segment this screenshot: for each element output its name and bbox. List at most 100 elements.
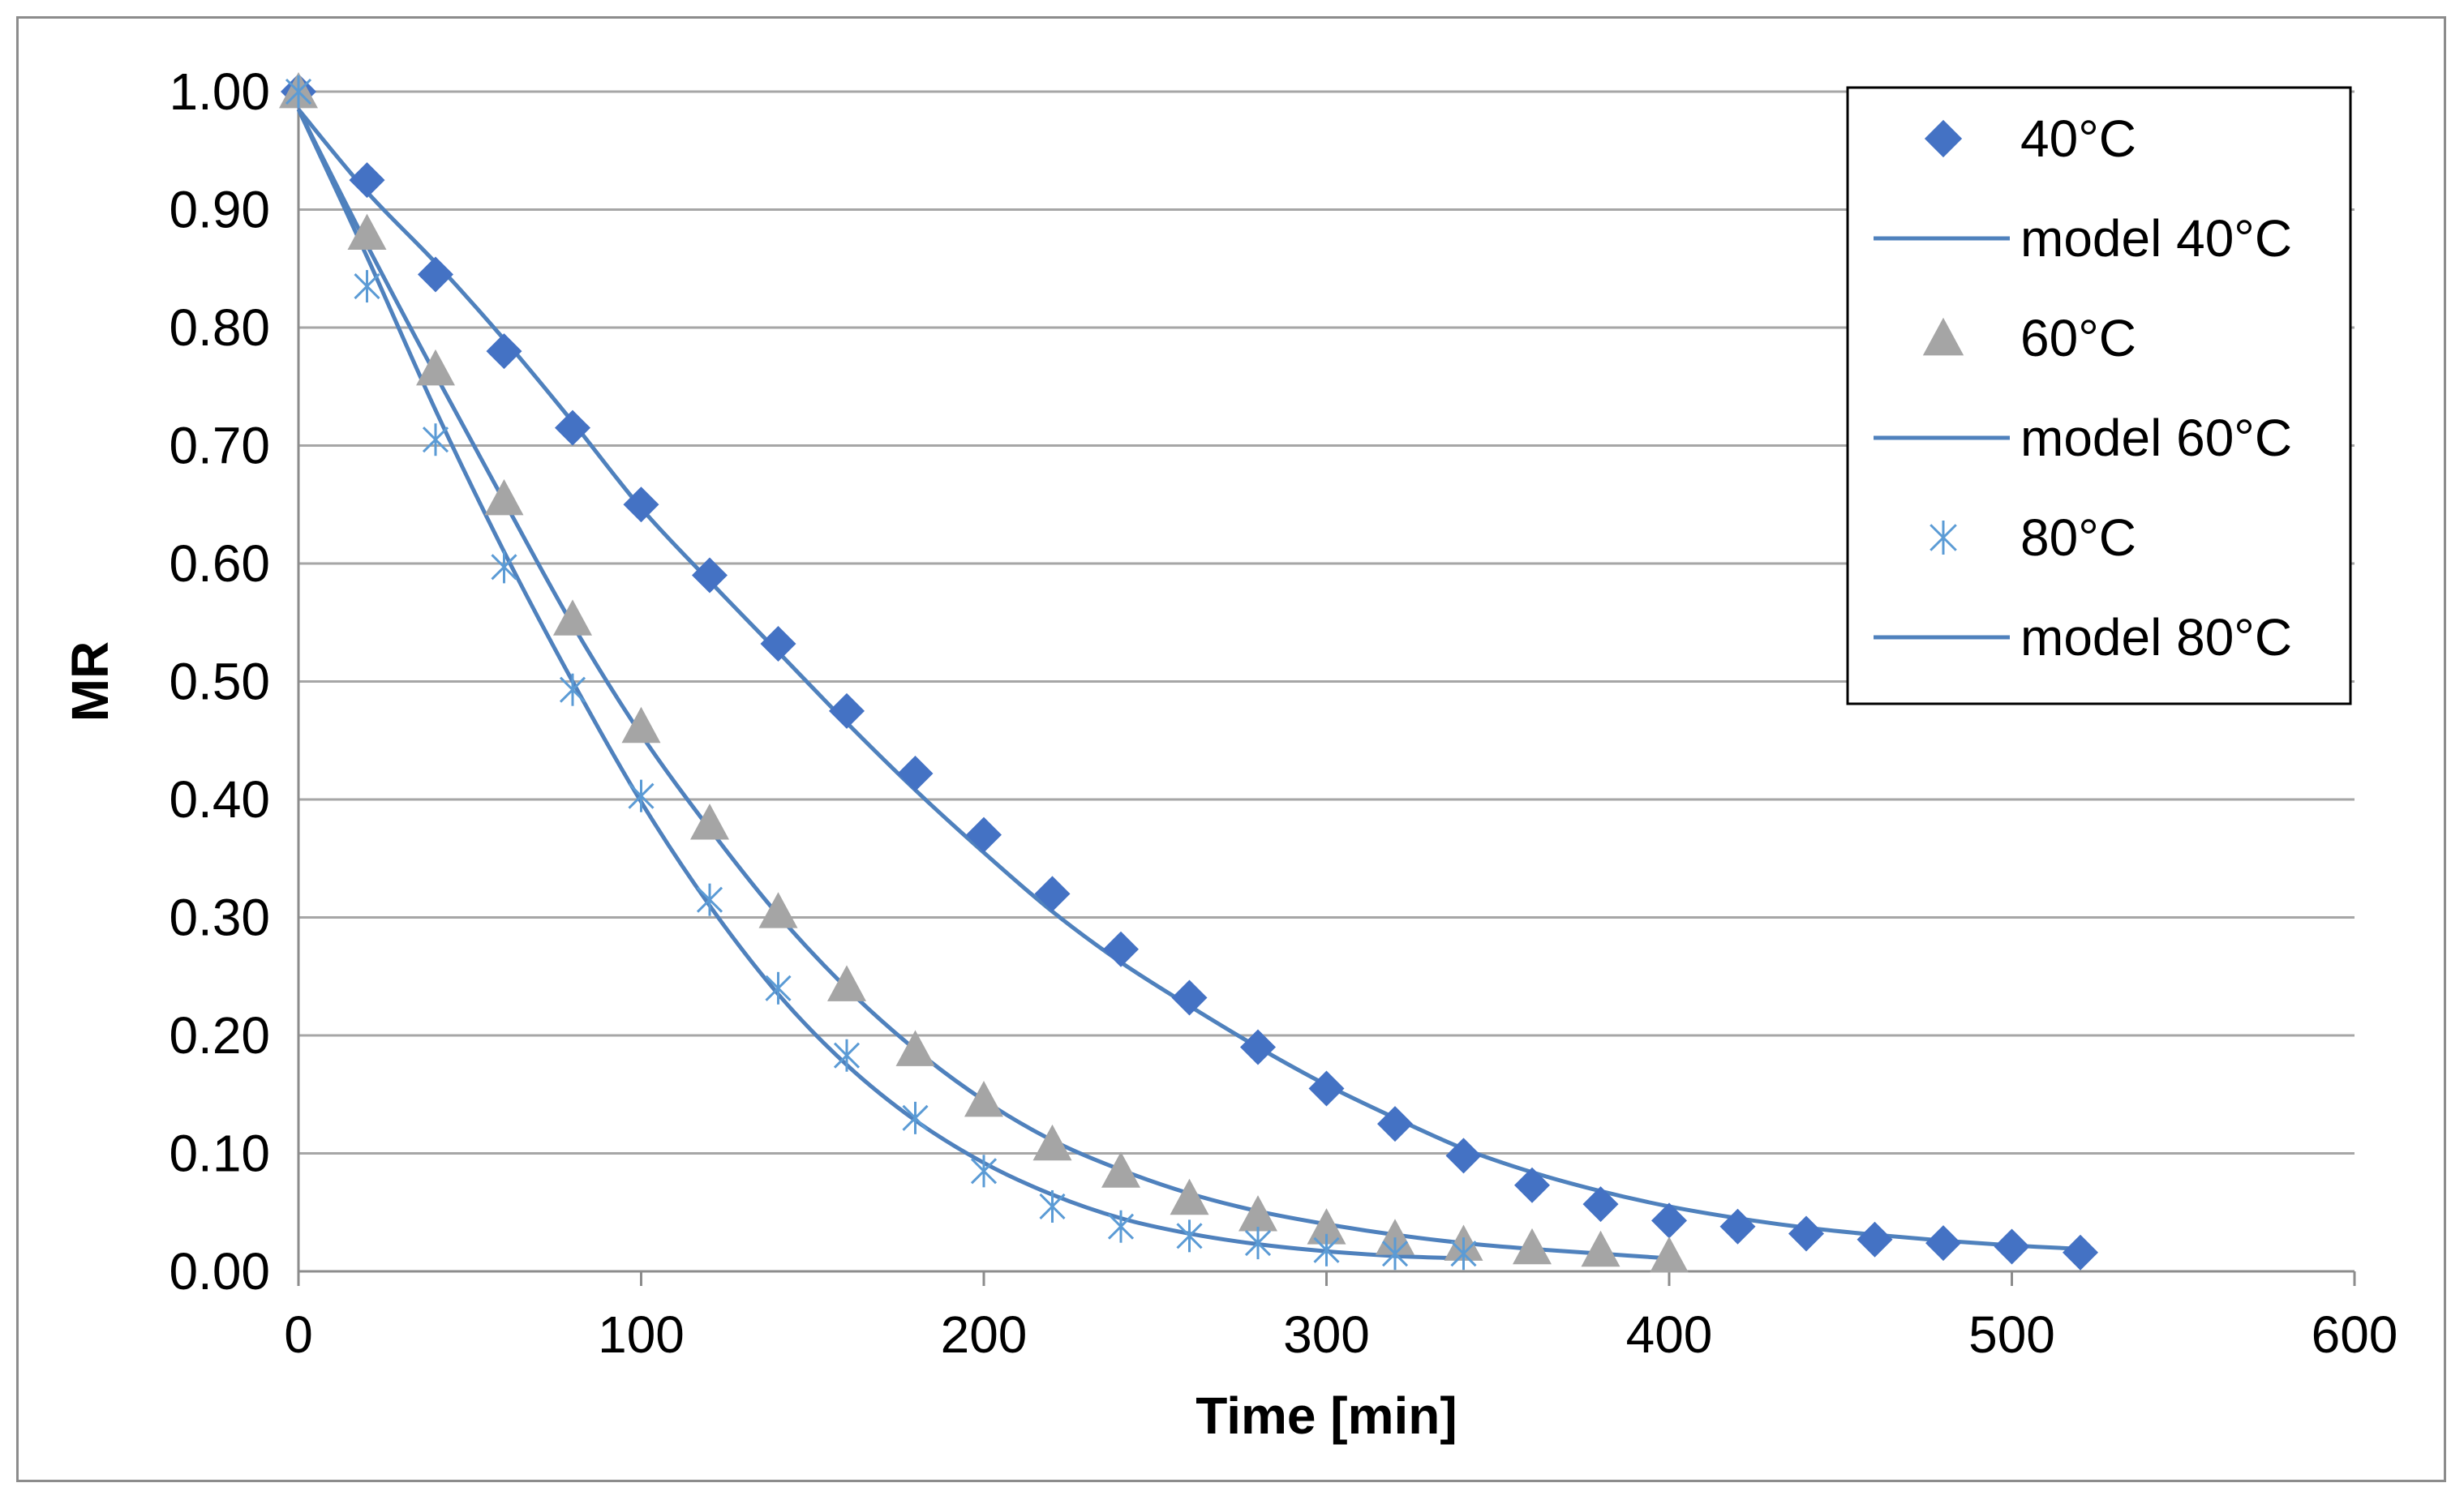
data-point [422,423,449,456]
data-point [559,673,586,706]
x-tick-label: 500 [1968,1305,2055,1364]
data-point [692,557,728,594]
data-point [285,75,312,108]
legend-label: 60°C [2020,309,2136,367]
x-tick-label: 200 [941,1305,1028,1364]
data-point [628,779,655,812]
data-point [1445,1138,1482,1174]
data-point [486,333,522,370]
data-point [484,478,524,516]
data-point [1651,1202,1687,1239]
data-point [1994,1228,2030,1265]
data-point [1376,1219,1414,1255]
data-point [1719,1208,1756,1245]
legend-marker-swatch [1924,119,1963,158]
data-point [1650,1236,1689,1273]
data-point [833,1039,861,1072]
y-tick-label: 0.20 [169,1006,270,1065]
data-point [1039,1189,1066,1223]
data-point [1107,1210,1135,1243]
mr-vs-time-chart: 0.00 0.10 0.20 0.30 0.40 0.50 0.60 0.70 0.80 0.90… [61,62,2397,1445]
x-tick-label: 0 [284,1305,313,1364]
data-point [347,213,387,250]
data-point [349,162,385,199]
model-line-1 [297,108,2081,1251]
legend-item: 40°C [1924,109,2136,168]
y-tick-label: 0.90 [169,181,270,239]
data-point [553,599,592,636]
legend-marker-swatch [1922,317,1964,356]
x-tick-label: 600 [2312,1305,2398,1364]
data-point [623,486,659,523]
y-tick-label: 0.60 [169,534,270,593]
data-point [1240,1029,1276,1065]
legend-item: 60°C [1922,309,2136,367]
data-point [827,965,866,1001]
data-point [1857,1221,1893,1258]
y-tick-label: 0.80 [169,298,270,357]
y-tick-label: 1.00 [169,62,270,121]
data-point [555,409,590,446]
data-point [895,1030,935,1066]
data-point [1450,1237,1477,1271]
data-point [354,270,380,303]
data-point [416,349,455,386]
data-point [1308,1070,1345,1107]
data-point [829,692,865,729]
data-point [621,706,661,744]
legend-label: model 80°C [2020,608,2292,666]
legend-label: 80°C [2020,508,2136,567]
model-line-3 [296,108,1464,1261]
data-point [970,1155,998,1188]
data-point [1513,1228,1552,1265]
y-tick-label: 0.70 [169,417,270,475]
data-point [966,816,1002,853]
data-point [1377,1106,1413,1142]
data-point [1925,1225,1961,1262]
data-point [1170,1178,1209,1215]
x-tick-label: 400 [1626,1305,1713,1364]
data-point [418,256,453,293]
data-point [1171,979,1208,1016]
legend-item: model 60°C [1874,409,2292,467]
data-point [1244,1227,1272,1260]
data-points [279,72,2098,1273]
data-point [1101,1151,1140,1188]
y-tick-label: 0.40 [169,770,270,829]
data-point [690,804,729,840]
data-point [1581,1230,1620,1267]
data-point [696,883,723,916]
data-point [2063,1234,2098,1271]
y-tick-label: 0.30 [169,889,270,947]
chart-frame: 0.00 0.10 0.20 0.30 0.40 0.50 0.60 0.70 0.80 0.90… [16,16,2446,1482]
data-point [758,892,798,928]
data-point [1582,1186,1619,1223]
y-tick-label: 0.50 [169,653,270,711]
legend-item: model 40°C [1874,209,2292,268]
x-axis-title: Time [min] [1196,1386,1457,1445]
data-point [1103,931,1139,967]
axes [297,92,2356,1286]
data-point [1788,1215,1824,1252]
series-asterisk [285,75,1477,1271]
data-point [1238,1195,1277,1232]
data-point [1176,1219,1203,1253]
data-point [1032,1124,1072,1161]
y-axis-title: MR [61,641,119,722]
legend: 40°C model 40°C 60°C model 60°C 80°C model 80… [1846,86,2352,705]
data-point [491,551,517,584]
legend-item: 80°C [1930,508,2136,567]
data-point [765,971,792,1005]
legend-marker-swatch [1930,521,1957,555]
x-tick-label: 100 [598,1305,685,1364]
legend-label: model 40°C [2020,209,2292,268]
series-triangle [279,72,1689,1273]
y-tick-label: 0.00 [169,1242,270,1301]
data-point [760,625,796,662]
data-point [1381,1237,1409,1271]
data-point [964,1081,1003,1117]
tick-labels: 0.00 0.10 0.20 0.30 0.40 0.50 0.60 0.70 0.80 0.90… [169,62,2397,1364]
series-diamond [281,74,2098,1271]
legend-item: model 80°C [1874,608,2292,666]
legend-label: model 60°C [2020,409,2292,467]
